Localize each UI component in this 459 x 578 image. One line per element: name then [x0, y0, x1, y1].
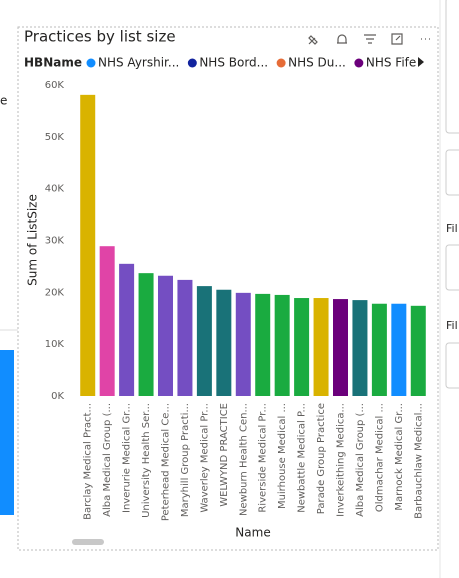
- bar: [138, 273, 154, 396]
- bar: [235, 292, 251, 396]
- y-tick-label: 10K: [45, 339, 65, 350]
- scrollbar[interactable]: [72, 539, 104, 545]
- legend-title: HBName: [24, 56, 82, 70]
- bar: [371, 303, 387, 396]
- y-tick-label: 50K: [45, 132, 65, 143]
- x-tick-label: Inverkeithing Medica...: [336, 403, 347, 517]
- x-tick-label: Newbattle Medical P...: [297, 403, 308, 513]
- bg-bar: [0, 350, 14, 515]
- y-tick-label: 30K: [45, 236, 65, 247]
- legend-swatch: [187, 58, 197, 68]
- bg-panel: [445, 342, 459, 389]
- bar: [196, 286, 212, 396]
- legend-label: NHS Ayrshir...: [98, 56, 179, 70]
- x-tick-label: Newburn Health Cen...: [238, 403, 249, 516]
- x-tick-label: Alba Medical Group (...: [355, 403, 366, 517]
- bar: [80, 94, 96, 397]
- bar: [333, 299, 348, 396]
- legend-label: NHS Du...: [288, 56, 346, 70]
- y-axis-title: Sum of ListSize: [26, 194, 40, 286]
- x-tick-label: WELWYND PRACTICE: [219, 403, 230, 507]
- bar: [352, 300, 368, 396]
- x-tick-label: Riverside Medical Pr...: [258, 403, 269, 513]
- y-tick-label: 40K: [45, 184, 65, 195]
- y-tick-label: 60K: [45, 80, 65, 91]
- bar: [313, 298, 329, 396]
- header-icons[interactable]: [308, 33, 430, 45]
- bar: [119, 263, 135, 396]
- x-tick-label: University Health Ser...: [141, 403, 152, 518]
- x-tick-label: Waverley Medical Pr...: [199, 403, 210, 513]
- bg-text: Fil: [446, 222, 458, 235]
- legend-swatch: [276, 58, 286, 68]
- bar: [158, 275, 173, 396]
- legend-label: NHS Bord...: [199, 56, 268, 70]
- x-axis-title: Name: [235, 526, 270, 540]
- bg-text: e: [0, 94, 7, 108]
- bg-text: Fil: [446, 319, 458, 332]
- bar: [177, 279, 193, 396]
- x-tick-label: Parade Group Practice: [316, 403, 327, 514]
- x-tick-label: Peterhead Medical Ce...: [161, 403, 172, 521]
- bg-panel: [445, 0, 459, 134]
- legend-swatch: [354, 58, 364, 68]
- bar: [255, 293, 271, 396]
- bar: [410, 305, 426, 396]
- legend-label: NHS Fife: [366, 56, 416, 70]
- bar: [391, 303, 407, 396]
- x-tick-label: Maryhill Group Practi...: [180, 403, 191, 517]
- chart-title: Practices by list size: [24, 28, 176, 46]
- bg-panel: [445, 149, 459, 196]
- x-tick-label: Barclay Medical Pract...: [83, 403, 94, 520]
- x-tick-label: Muirhouse Medical ...: [277, 403, 288, 509]
- x-tick-label: Oldmachar Medical ...: [374, 403, 385, 512]
- y-tick-label: 0K: [51, 391, 64, 402]
- legend-arrow[interactable]: [418, 57, 424, 67]
- bar: [294, 298, 310, 396]
- x-tick-label: Alba Medical Group (...: [102, 403, 113, 517]
- x-tick-label: Barbauchlaw Medical...: [413, 403, 424, 519]
- bar: [216, 289, 232, 396]
- bar: [274, 294, 290, 396]
- bar: [99, 246, 115, 396]
- x-tick-label: Inverurie Medical Gr...: [122, 403, 133, 513]
- y-tick-label: 20K: [45, 287, 65, 298]
- legend-swatch: [86, 58, 96, 68]
- x-tick-label: Marnock Medical Gr...: [394, 403, 405, 511]
- bg-panel: [445, 244, 459, 291]
